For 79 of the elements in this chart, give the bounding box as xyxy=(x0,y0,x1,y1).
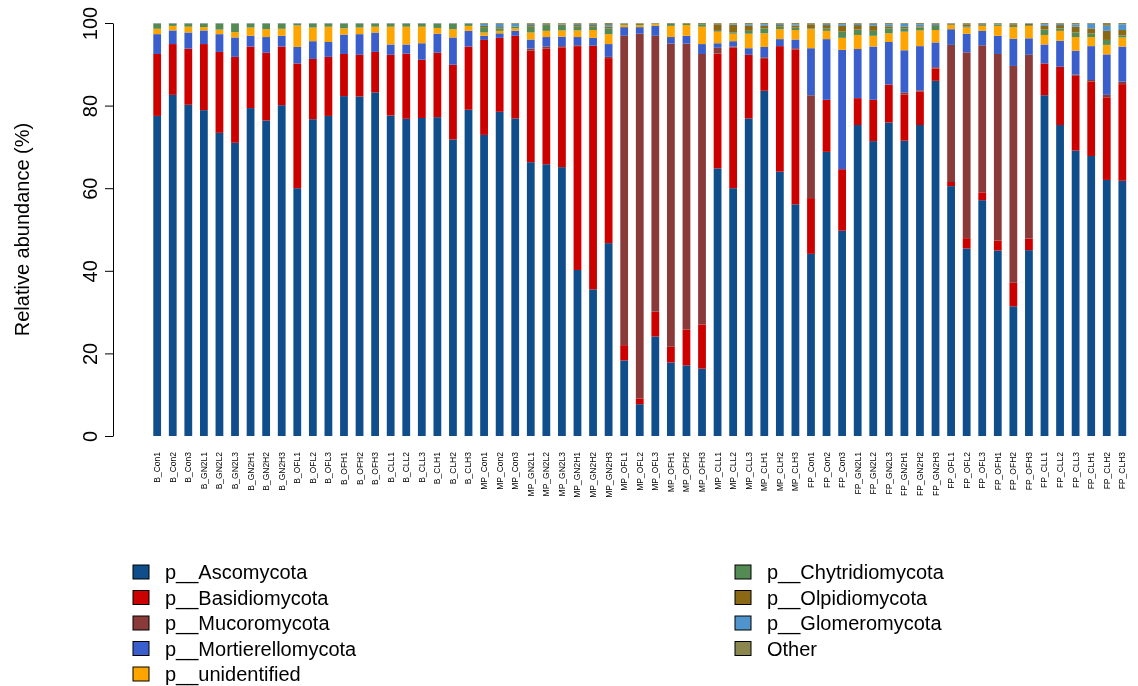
legend-label: p__unidentified xyxy=(165,663,301,686)
x-tick-label: FP_Con1 xyxy=(805,451,816,488)
x-tick-label: B_Con1 xyxy=(152,451,163,483)
x-tick-label: MP_GN2L2 xyxy=(541,451,552,497)
legend-label: p__Mortierellomycota xyxy=(165,637,358,661)
x-tick-label: FP_CLH1 xyxy=(1086,451,1097,490)
x-tick-label: B_Con2 xyxy=(167,451,178,483)
legend-label: p__Olpidiomycota xyxy=(767,586,928,610)
x-tick-label: B_Con3 xyxy=(183,451,194,483)
x-tick-label: FP_CLL2 xyxy=(1055,451,1066,488)
legend-label: p__Mucoromycota xyxy=(165,612,331,635)
x-tick-label: FP_GN2L3 xyxy=(883,451,894,495)
x-tick-label: MP_GN2H2 xyxy=(588,451,599,498)
y-tick-label: 0 xyxy=(79,430,101,443)
legend-label: p__Ascomycota xyxy=(165,561,309,584)
x-tick-label: B_GN2L2 xyxy=(214,451,225,490)
x-tick-label: MP_CLH2 xyxy=(774,451,785,492)
y-tick-label: 60 xyxy=(79,177,101,200)
x-tick-label: FP_GN2H2 xyxy=(914,451,925,496)
y-tick-label: 80 xyxy=(79,94,101,118)
x-tick-label: MP_OFL1 xyxy=(619,451,630,491)
x-tick-label: MP_CLL3 xyxy=(743,451,754,490)
x-tick-label: B_CLL2 xyxy=(401,451,412,483)
x-tick-label: MP_CLH3 xyxy=(790,451,801,492)
x-tick-label: B_GN2H1 xyxy=(245,451,256,491)
x-tick-label: FP_CLL1 xyxy=(1039,451,1050,488)
x-tick-label: MP_OFH1 xyxy=(665,451,676,493)
x-tick-label: FP_OFH3 xyxy=(1023,451,1034,491)
x-tick-label: B_OFL1 xyxy=(292,451,303,484)
legend-label: p__Glomeromycota xyxy=(767,612,943,635)
x-tick-label: B_CLH1 xyxy=(432,451,443,485)
x-tick-label: B_GN2L1 xyxy=(198,451,209,490)
x-tick-label: MP_Con1 xyxy=(479,451,490,490)
x-tick-label: FP_Con3 xyxy=(837,451,848,488)
x-tick-label: B_GN2H2 xyxy=(261,451,272,491)
x-tick-label: MP_CLL1 xyxy=(712,451,723,490)
x-tick-label: MP_Con3 xyxy=(510,451,521,490)
x-tick-label: B_OFH1 xyxy=(338,451,349,486)
x-tick-label: FP_OFL1 xyxy=(946,451,957,489)
x-tick-label: FP_OFL2 xyxy=(961,451,972,489)
x-tick-label: FP_GN2L2 xyxy=(868,451,879,495)
x-tick-label: FP_CLH3 xyxy=(1117,451,1128,490)
x-tick-label: MP_OFL3 xyxy=(650,451,661,491)
x-tick-label: MP_GN2H3 xyxy=(603,451,614,498)
x-tick-label: FP_CLH2 xyxy=(1101,451,1112,490)
x-tick-label: MP_GN2H1 xyxy=(572,451,583,498)
x-tick-label: MP_OFH3 xyxy=(696,451,707,493)
x-tick-label: B_OFL2 xyxy=(307,451,318,484)
legend-label: p__Basidiomycota xyxy=(165,586,330,610)
x-tick-label: B_GN2L3 xyxy=(229,451,240,490)
x-tick-label: B_CLL1 xyxy=(385,451,396,483)
x-tick-label: FP_GN2L1 xyxy=(852,451,863,495)
x-tick-label: MP_GN2L1 xyxy=(525,451,536,497)
y-tick-label: 40 xyxy=(79,260,101,283)
x-tick-label: FP_GN2H1 xyxy=(899,451,910,496)
x-tick-label: FP_OFH1 xyxy=(992,451,1003,491)
x-tick-label: MP_Con2 xyxy=(494,451,505,490)
legend-label: p__Chytridiomycota xyxy=(767,561,945,584)
y-tick-label: 100 xyxy=(79,6,101,41)
x-tick-label: FP_Con2 xyxy=(821,451,832,488)
x-tick-label: FP_CLL3 xyxy=(1070,451,1081,488)
x-tick-label: MP_CLL2 xyxy=(728,451,739,490)
x-tick-label: B_GN2H3 xyxy=(276,451,287,491)
x-tick-label: B_CLL3 xyxy=(416,451,427,483)
x-tick-label: MP_GN2L3 xyxy=(556,451,567,497)
legend-label: Other xyxy=(767,637,818,660)
x-tick-label: B_CLH2 xyxy=(447,451,458,485)
x-tick-label: B_OFH3 xyxy=(370,451,381,486)
x-tick-label: MP_OFL2 xyxy=(634,451,645,491)
x-tick-label: MP_OFH2 xyxy=(681,451,692,493)
x-tick-label: FP_OFL3 xyxy=(977,451,988,489)
y-axis-title: Relative abundance (%) xyxy=(11,122,33,337)
y-tick-label: 20 xyxy=(79,342,101,366)
x-tick-label: FP_OFH2 xyxy=(1008,451,1019,491)
x-tick-label: B_OFH2 xyxy=(354,451,365,486)
x-tick-label: B_OFL3 xyxy=(323,451,334,484)
x-tick-label: FP_GN2H3 xyxy=(930,451,941,496)
x-tick-label: B_CLH3 xyxy=(463,451,474,485)
x-tick-label: MP_CLH1 xyxy=(759,451,770,492)
